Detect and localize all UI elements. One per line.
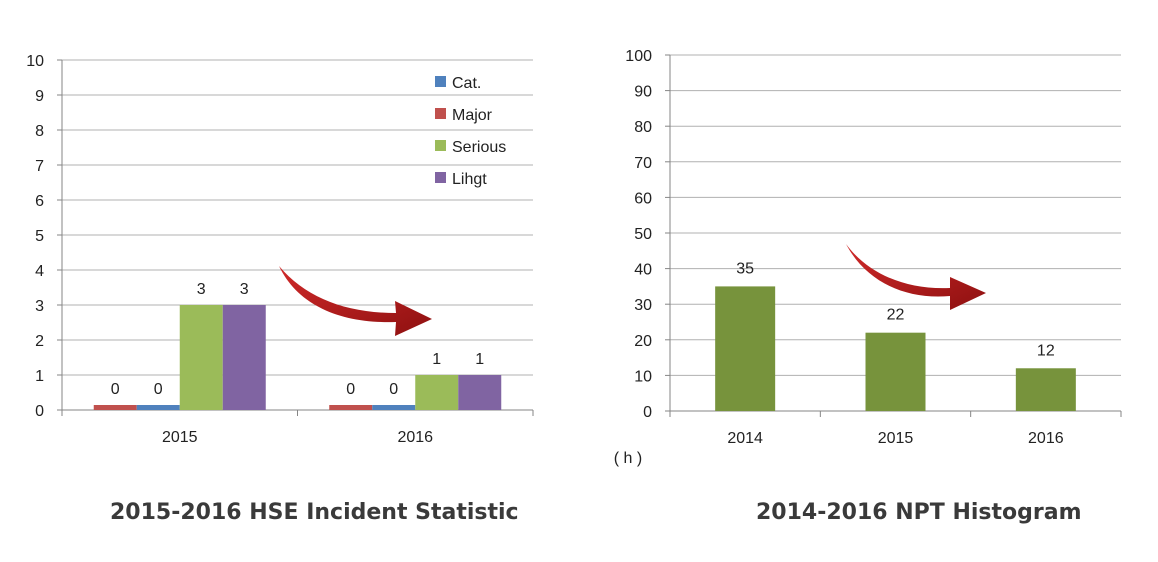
legend-swatch [435, 140, 446, 151]
y-tick-label: 9 [35, 88, 44, 105]
legend-label: Cat. [452, 75, 481, 92]
x-tick-label: 2015 [162, 429, 198, 446]
y-tick-label: 80 [634, 119, 652, 136]
y-tick-label: 6 [35, 193, 44, 210]
y-tick-label: 90 [634, 84, 652, 101]
bar-cat-2016 [372, 405, 416, 410]
y-tick-label: 60 [634, 190, 652, 207]
npt-chart-title: 2014-2016 NPT Histogram [756, 500, 1082, 525]
legend-swatch [435, 172, 446, 183]
y-tick-label: 10 [634, 368, 652, 385]
x-tick-label: 2016 [397, 429, 433, 446]
data-label: 1 [475, 351, 484, 368]
bar-npt-2015 [865, 332, 926, 411]
y-tick-label: 7 [35, 158, 44, 175]
bar-cat-2015 [136, 405, 180, 410]
x-tick-label: 2015 [878, 430, 914, 447]
x-tick-label: 2016 [1028, 430, 1064, 447]
y-tick-label: 5 [35, 228, 44, 245]
y-tick-label: 70 [634, 155, 652, 172]
y-tick-label: 4 [35, 263, 44, 280]
bar-npt-2016 [1015, 368, 1076, 411]
y-tick-label: 8 [35, 123, 44, 140]
trend-arrow [279, 266, 432, 336]
legend-swatch [435, 108, 446, 119]
y-tick-label: 0 [643, 404, 652, 421]
legend-label: Major [452, 107, 493, 124]
x-tick-label: 2014 [727, 430, 763, 447]
bar-serious-2015 [179, 305, 223, 410]
data-label: 3 [197, 281, 206, 298]
y-tick-label: 30 [634, 297, 652, 314]
bar-major-2016 [329, 405, 373, 410]
y-tick-label: 1 [35, 368, 44, 385]
hse-incident-chart: 0 1 2 3 4 5 6 7 8 9 10 2015 0 0 3 3 2016 0 0 1 1 Cat. Major Ser… [26, 53, 534, 446]
y-tick-label: 3 [35, 298, 44, 315]
y-tick-label: 2 [35, 333, 44, 350]
data-label: 1 [432, 351, 441, 368]
legend-swatch [435, 76, 446, 87]
npt-histogram-chart: 0 10 20 30 40 50 60 70 80 90 100 35 2014 22 2015 12 2016… [614, 48, 1122, 467]
trend-arrow [846, 244, 986, 310]
y-tick-label: 20 [634, 333, 652, 350]
y-tick-label: 10 [26, 53, 44, 70]
unit-label: ( h ) [614, 450, 642, 467]
bar-major-2015 [93, 405, 137, 410]
legend-label: Lihgt [452, 171, 487, 188]
data-label: 0 [154, 381, 163, 398]
legend-label: Serious [452, 139, 506, 156]
bar-lihgt-2016 [458, 375, 502, 410]
data-label: 12 [1037, 342, 1055, 359]
bar-serious-2016 [415, 375, 459, 410]
data-label: 0 [346, 381, 355, 398]
data-label: 0 [111, 381, 120, 398]
data-label: 35 [736, 260, 754, 277]
y-tick-label: 50 [634, 226, 652, 243]
y-tick-label: 100 [625, 48, 652, 65]
bar-lihgt-2015 [222, 305, 266, 410]
data-label: 0 [389, 381, 398, 398]
y-tick-label: 0 [35, 403, 44, 420]
y-tick-label: 40 [634, 262, 652, 279]
data-label: 22 [887, 307, 905, 324]
bar-npt-2014 [715, 286, 776, 411]
hse-chart-title: 2015-2016 HSE Incident Statistic [110, 500, 519, 525]
data-label: 3 [240, 281, 249, 298]
